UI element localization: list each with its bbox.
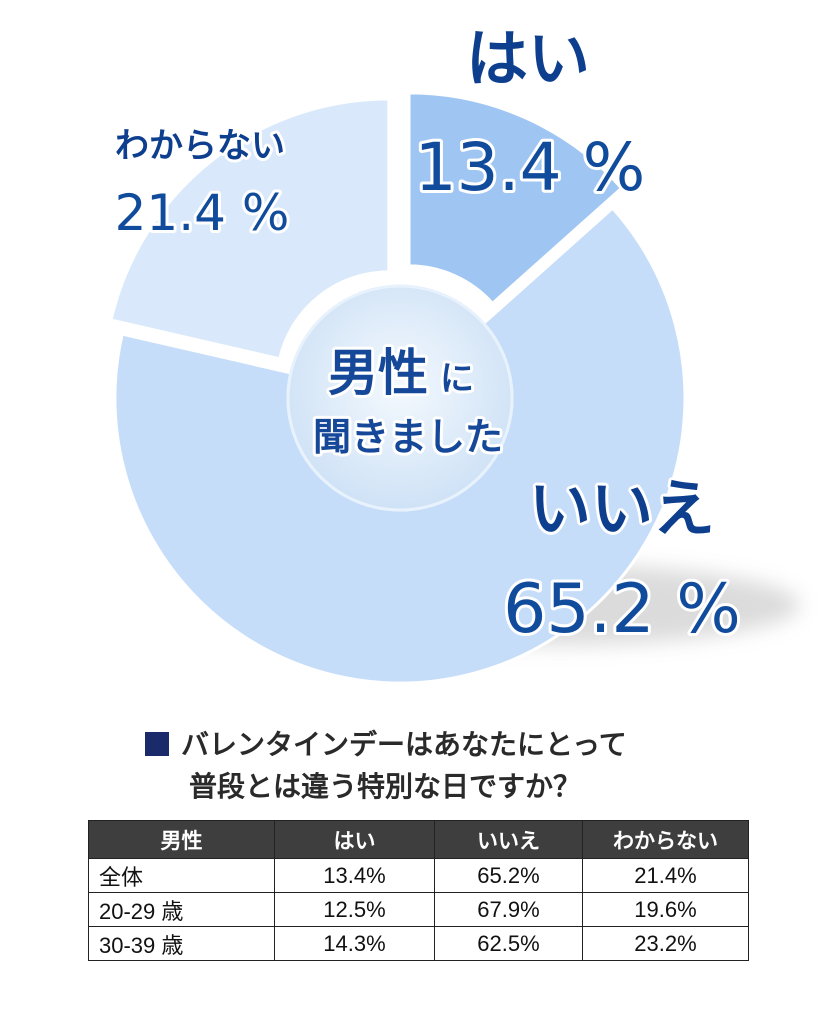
center-label-big: 男性	[328, 344, 428, 402]
table-row-label: 30-39 歳	[88, 926, 275, 961]
slice-value-no: 65.2 %	[503, 570, 741, 649]
table-cell: 62.5%	[434, 926, 583, 961]
table-cell: 65.2%	[434, 858, 583, 893]
donut-chart: 男性 に 聞きました はい 13.4 % わからない 21.4 % いいえ 65…	[109, 22, 800, 685]
table-header: 男性	[88, 820, 275, 859]
table-row: 30-39 歳 14.3% 62.5% 23.2%	[88, 926, 749, 961]
table-cell: 67.9%	[434, 892, 583, 927]
table-row: 20-29 歳 12.5% 67.9% 19.6%	[88, 892, 749, 927]
table-header: いいえ	[434, 820, 583, 859]
question-heading: バレンタインデーはあなたにとって 普段とは違う特別な日ですか？	[145, 724, 785, 808]
slice-yes	[407, 91, 624, 306]
slice-label-unknown: わからない	[115, 126, 285, 166]
question-line2: 普段とは違う特別な日ですか？	[189, 770, 582, 803]
slice-label-no: いいえ	[529, 472, 715, 545]
table-cell: 19.6%	[582, 892, 749, 927]
slice-unknown	[109, 97, 391, 361]
table-cell: 14.3%	[274, 926, 435, 961]
question-line1: バレンタインデーはあなたにとって	[181, 728, 627, 761]
table-cell: 23.2%	[582, 926, 749, 961]
table-header: わからない	[582, 820, 749, 859]
table-row: 全体 13.4% 65.2% 21.4%	[88, 858, 749, 893]
table-row-label: 全体	[88, 858, 275, 893]
slices-group	[109, 91, 687, 685]
table-cell: 12.5%	[274, 892, 435, 927]
table-row-label: 20-29 歳	[88, 892, 275, 927]
center-label-line2: 聞きました	[313, 415, 503, 459]
slice-label-yes: はい	[466, 22, 590, 95]
square-bullet-icon	[145, 732, 169, 756]
table-header: はい	[274, 820, 435, 859]
table-cell: 13.4%	[274, 858, 435, 893]
table-cell: 21.4%	[582, 858, 749, 893]
results-table: 男性 はい いいえ わからない 全体 13.4% 65.2% 21.4% 20-…	[88, 820, 749, 961]
slice-value-yes: 13.4 %	[415, 129, 646, 206]
slice-value-unknown: 21.4 %	[115, 184, 290, 242]
center-disc	[286, 284, 514, 512]
center-label-small: に	[440, 359, 474, 399]
table-header-row: 男性 はい いいえ わからない	[88, 820, 749, 859]
